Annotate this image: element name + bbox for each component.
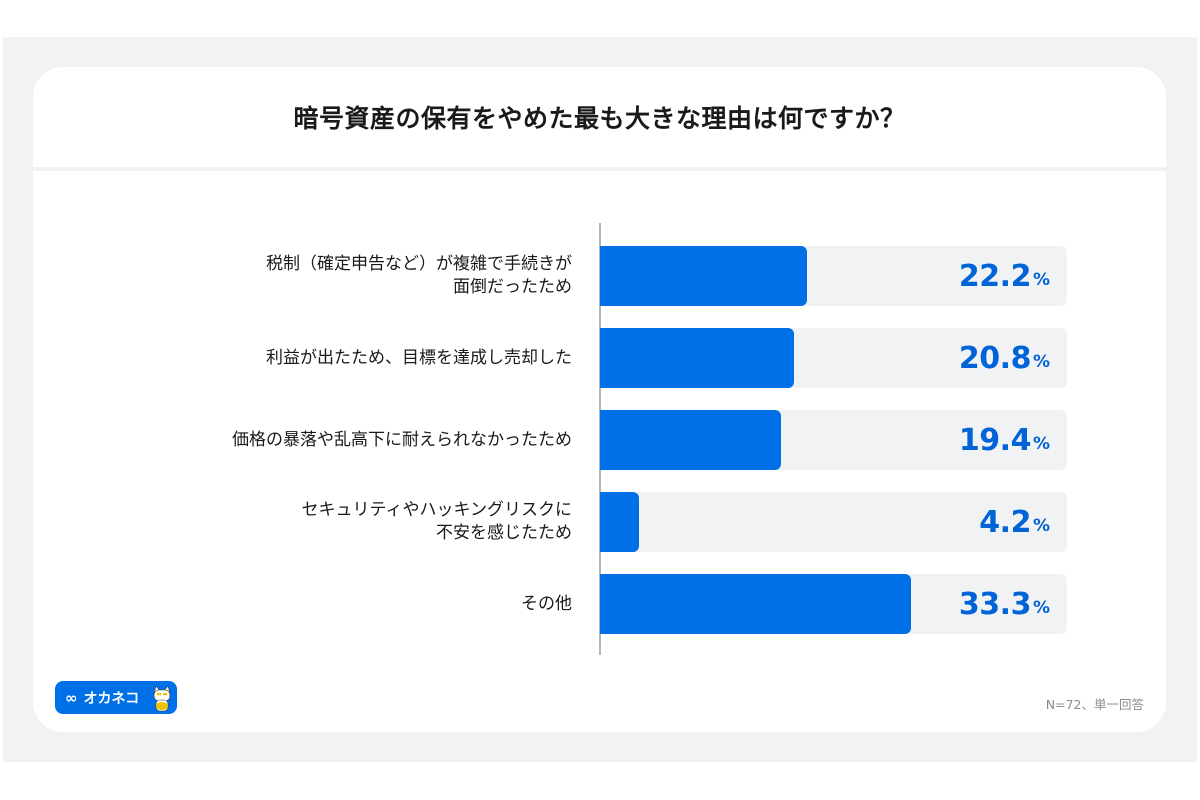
bar [600,574,911,634]
bar-value-number: 4.2 [979,504,1031,540]
infinity-icon: ∞ [65,688,78,707]
bar-value: 22.2% [959,246,1050,306]
bar-label: 税制（確定申告など）が複雑で手続きが 面倒だったため [266,254,572,297]
chart-title: 暗号資産の保有をやめた最も大きな理由は何ですか？ [293,104,906,133]
bar-value-number: 22.2 [958,258,1032,294]
bar-value-number: 20.8 [958,340,1032,376]
bar-row: 価格の暴落や乱高下に耐えられなかったため 19.4% [33,410,1166,470]
bar-row: セキュリティやハッキングリスクに 不安を感じたため 4.2% [33,492,1166,552]
bar-label: 価格の暴落や乱高下に耐えられなかったため [232,429,572,450]
bar-value-number: 19.4 [958,422,1032,458]
bar-value: 20.8% [959,328,1050,388]
bar-row: 利益が出たため、目標を達成し売却した 20.8% [33,328,1166,388]
brand-name: オカネコ [83,690,140,707]
title-strip: 暗号資産の保有をやめた最も大きな理由は何ですか？ [33,67,1166,167]
bar-label: 利益が出たため、目標を達成し売却した [266,347,572,368]
bar-track [600,492,1067,552]
bar-value-unit: % [1032,434,1050,454]
bar-value: 4.2% [979,492,1050,552]
bar-value-unit: % [1032,598,1050,618]
bar [600,246,808,306]
bar-row: 税制（確定申告など）が複雑で手続きが 面倒だったため 22.2% [33,246,1166,306]
bar-value-unit: % [1032,270,1050,290]
bar [600,492,640,552]
sample-note: N=72、単一回答 [1045,697,1144,712]
bar-label: セキュリティやハッキングリスクに 不安を感じたため [301,500,572,543]
bar [600,328,795,388]
bar-value: 33.3% [959,574,1050,634]
bar-value-number: 33.3 [958,586,1032,622]
chart-card: 暗号資産の保有をやめた最も大きな理由は何ですか？ 税制（確定申告など）が複雑で手… [33,67,1166,732]
bar-value: 19.4% [959,410,1050,470]
bar-label: その他 [521,593,572,614]
cat-mascot-icon [153,685,171,712]
title-divider [33,167,1166,171]
brand-logo: ∞ オカネコ [55,681,177,714]
bar-row: その他 33.3% [33,574,1166,634]
bar [600,410,782,470]
bar-value-unit: % [1032,516,1050,536]
bar-value-unit: % [1032,352,1050,372]
